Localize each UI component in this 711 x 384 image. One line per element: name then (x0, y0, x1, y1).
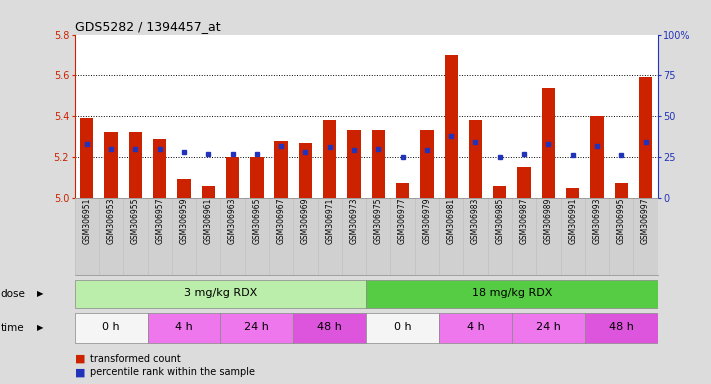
Bar (80, 118, 93, 198)
Bar (469, 120, 482, 198)
Bar (294, 313, 366, 343)
Bar (439, 313, 512, 343)
Bar (153, 139, 166, 198)
Bar (542, 88, 555, 198)
Bar (105, 132, 118, 198)
Text: 0 h: 0 h (102, 322, 120, 332)
Text: 48 h: 48 h (317, 322, 342, 332)
Text: dose: dose (1, 289, 26, 299)
Text: ■: ■ (75, 354, 85, 364)
Bar (299, 143, 312, 198)
Text: ▶: ▶ (37, 289, 43, 298)
Bar (614, 184, 628, 198)
Bar (518, 167, 530, 198)
Bar (226, 157, 239, 198)
Text: 24 h: 24 h (245, 322, 269, 332)
Bar (366, 280, 658, 308)
Bar (250, 157, 264, 198)
Bar (129, 132, 142, 198)
Text: ▶: ▶ (37, 323, 43, 332)
Bar (148, 313, 220, 343)
Bar (420, 131, 434, 198)
Bar (75, 313, 148, 343)
Bar (274, 141, 288, 198)
Text: 0 h: 0 h (394, 322, 412, 332)
Text: 18 mg/kg RDX: 18 mg/kg RDX (471, 288, 552, 298)
Text: percentile rank within the sample: percentile rank within the sample (90, 367, 255, 377)
Bar (639, 78, 652, 198)
Bar (512, 313, 585, 343)
Text: 24 h: 24 h (536, 322, 561, 332)
Bar (323, 120, 336, 198)
Bar (372, 131, 385, 198)
Bar (366, 313, 439, 343)
Text: transformed count: transformed count (90, 354, 181, 364)
Bar (177, 179, 191, 198)
Bar (493, 185, 506, 198)
Bar (585, 313, 658, 343)
Bar (348, 131, 360, 198)
Bar (220, 313, 294, 343)
Text: GDS5282 / 1394457_at: GDS5282 / 1394457_at (75, 20, 220, 33)
Bar (75, 280, 366, 308)
Text: 48 h: 48 h (609, 322, 634, 332)
Bar (202, 185, 215, 198)
Text: 4 h: 4 h (466, 322, 484, 332)
Text: time: time (1, 323, 24, 333)
Bar (566, 187, 579, 198)
Text: ■: ■ (75, 367, 85, 377)
Bar (590, 116, 604, 198)
Bar (396, 184, 410, 198)
Bar (444, 55, 458, 198)
Text: 3 mg/kg RDX: 3 mg/kg RDX (183, 288, 257, 298)
Text: 4 h: 4 h (175, 322, 193, 332)
